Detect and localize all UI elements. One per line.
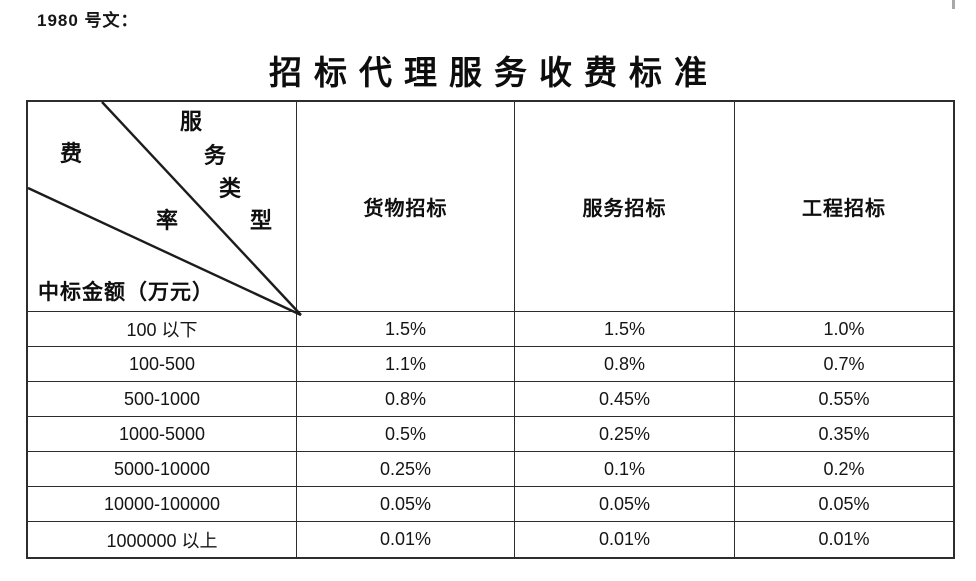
corner-label-col-axis-char: 务 bbox=[203, 143, 226, 168]
table-cell-amount: 100-500 bbox=[28, 347, 297, 382]
corner-row-axis-title: 中标金额（万元） bbox=[38, 280, 214, 304]
table-cell-service: 1.5% bbox=[515, 312, 735, 347]
table-cell-engineering: 1.0% bbox=[735, 312, 953, 347]
table-cell-service: 0.01% bbox=[515, 522, 735, 557]
table-cell-amount: 1000000 以上 bbox=[28, 522, 297, 557]
corner-label-col-axis-char: 类 bbox=[218, 176, 241, 201]
column-header-engineering: 工程招标 bbox=[735, 102, 953, 312]
table-cell-service: 0.05% bbox=[515, 487, 735, 522]
fee-standard-table: 服 务 类 型 费 率 中标金额（万元） 货物招标 服务招标 工程招标 100 … bbox=[26, 100, 955, 559]
table-cell-engineering: 0.55% bbox=[735, 382, 953, 417]
table-cell-goods: 0.25% bbox=[297, 452, 515, 487]
table-cell-engineering: 0.35% bbox=[735, 417, 953, 452]
table-cell-amount: 1000-5000 bbox=[28, 417, 297, 452]
table-cell-goods: 0.05% bbox=[297, 487, 515, 522]
corner-label-row-axis-char: 率 bbox=[155, 208, 178, 233]
table-cell-engineering: 0.05% bbox=[735, 487, 953, 522]
table-cell-amount: 500-1000 bbox=[28, 382, 297, 417]
table-cell-goods: 0.01% bbox=[297, 522, 515, 557]
table-cell-service: 0.8% bbox=[515, 347, 735, 382]
table-cell-service: 0.1% bbox=[515, 452, 735, 487]
table-cell-goods: 0.5% bbox=[297, 417, 515, 452]
corner-label-col-axis-char: 服 bbox=[179, 109, 202, 134]
column-header-service: 服务招标 bbox=[515, 102, 735, 312]
table-cell-service: 0.45% bbox=[515, 382, 735, 417]
table-cell-goods: 0.8% bbox=[297, 382, 515, 417]
table-cell-amount: 10000-100000 bbox=[28, 487, 297, 522]
page-edge-artifact bbox=[952, 0, 955, 9]
table-cell-amount: 100 以下 bbox=[28, 312, 297, 347]
corner-label-col-axis-char: 型 bbox=[249, 208, 272, 233]
corner-label-row-axis-char: 费 bbox=[59, 141, 82, 166]
doc-number-label: 1980 号文： bbox=[37, 11, 139, 30]
table-cell-goods: 1.5% bbox=[297, 312, 515, 347]
column-header-goods: 货物招标 bbox=[297, 102, 515, 312]
table-cell-goods: 1.1% bbox=[297, 347, 515, 382]
table-cell-service: 0.25% bbox=[515, 417, 735, 452]
table-cell-engineering: 0.2% bbox=[735, 452, 953, 487]
table-cell-amount: 5000-10000 bbox=[28, 452, 297, 487]
page-title: 招标代理服务收费标准 bbox=[269, 56, 719, 92]
table-corner-header-cell: 服 务 类 型 费 率 中标金额（万元） bbox=[27, 101, 302, 317]
table-cell-engineering: 0.7% bbox=[735, 347, 953, 382]
table-cell-engineering: 0.01% bbox=[818, 529, 870, 549]
